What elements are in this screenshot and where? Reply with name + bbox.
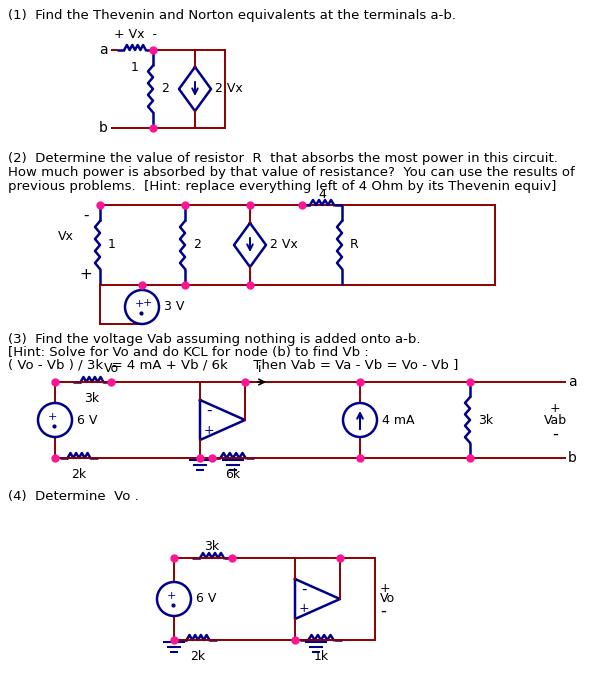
Text: +: +	[299, 603, 310, 615]
Text: (3)  Find the voltage Vab assuming nothing is added onto a-b.: (3) Find the voltage Vab assuming nothin…	[8, 333, 421, 346]
Text: +: +	[204, 424, 214, 437]
Text: Vab: Vab	[543, 414, 566, 426]
Text: +: +	[380, 582, 391, 596]
Text: Vo: Vo	[103, 363, 118, 375]
Text: 2k: 2k	[72, 468, 87, 481]
Text: 2 Vx: 2 Vx	[270, 239, 298, 251]
Text: +: +	[550, 402, 560, 414]
Text: Vx: Vx	[58, 230, 74, 244]
Text: -: -	[552, 425, 558, 443]
Text: b: b	[99, 121, 108, 135]
Text: +: +	[80, 267, 92, 282]
Text: 1: 1	[131, 61, 139, 74]
Text: (2)  Determine the value of resistor  R  that absorbs the most power in this cir: (2) Determine the value of resistor R th…	[8, 152, 558, 165]
Text: 2: 2	[193, 239, 201, 251]
Text: previous problems.  [Hint: replace everything left of 4 Ohm by its Thevenin equi: previous problems. [Hint: replace everyt…	[8, 180, 557, 193]
Text: +: +	[142, 298, 152, 308]
Text: 6 V: 6 V	[77, 414, 97, 426]
Text: i: i	[258, 363, 262, 375]
Text: 3 V: 3 V	[164, 300, 185, 314]
Text: 3k: 3k	[205, 540, 220, 552]
Text: R: R	[350, 239, 359, 251]
Text: 1k: 1k	[313, 650, 328, 663]
Text: +: +	[166, 591, 175, 601]
Text: (4)  Determine  Vo .: (4) Determine Vo .	[8, 490, 139, 503]
Text: -: -	[83, 208, 89, 223]
Text: 1: 1	[108, 239, 116, 251]
Text: 2: 2	[161, 83, 169, 95]
Text: b: b	[568, 451, 577, 465]
Text: a: a	[568, 375, 577, 389]
Text: 4 mA: 4 mA	[382, 414, 415, 426]
Text: 3k: 3k	[478, 414, 493, 426]
Text: (1)  Find the Thevenin and Norton equivalents at the terminals a-b.: (1) Find the Thevenin and Norton equival…	[8, 9, 456, 22]
Text: 6k: 6k	[225, 468, 240, 481]
Text: Vo: Vo	[380, 592, 395, 606]
Text: How much power is absorbed by that value of resistance?  You can use the results: How much power is absorbed by that value…	[8, 166, 575, 179]
Text: -: -	[301, 582, 307, 596]
Text: 3k: 3k	[84, 392, 100, 405]
Text: -: -	[380, 602, 386, 620]
Text: -: -	[206, 402, 212, 417]
Text: + Vx  -: + Vx -	[114, 27, 157, 41]
Text: [Hint: Solve for Vo and do KCL for node (b) to find Vb :: [Hint: Solve for Vo and do KCL for node …	[8, 346, 368, 359]
Text: a: a	[100, 43, 108, 57]
Text: 6 V: 6 V	[196, 592, 216, 606]
Text: 2k: 2k	[191, 650, 206, 663]
Text: 2 Vx: 2 Vx	[215, 83, 243, 95]
Text: ( Vo - Vb ) / 3k  = 4 mA + Vb / 6k      Then Vab = Va - Vb = Vo - Vb ]: ( Vo - Vb ) / 3k = 4 mA + Vb / 6k Then V…	[8, 359, 458, 372]
Text: 4: 4	[318, 188, 326, 202]
Text: +: +	[47, 412, 56, 422]
Text: +: +	[134, 299, 144, 309]
